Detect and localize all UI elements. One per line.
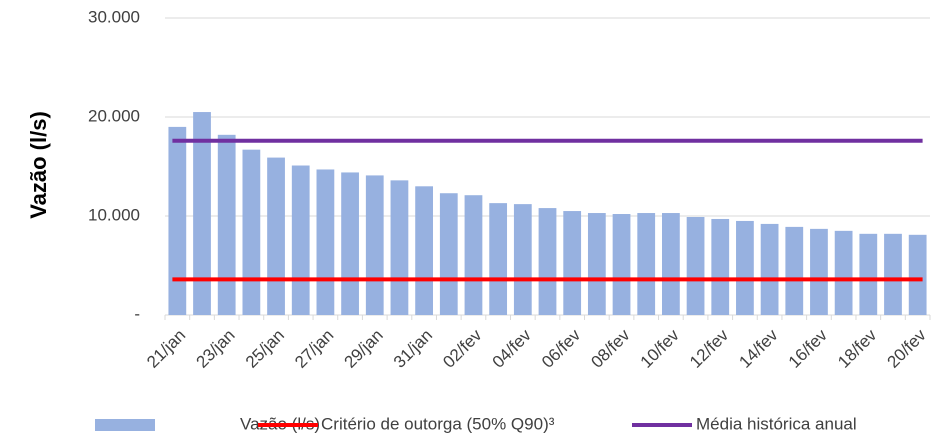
bar <box>538 208 557 315</box>
x-tick-label: 20/fev <box>883 325 930 372</box>
bar <box>637 213 656 315</box>
bar <box>365 175 384 315</box>
bar <box>168 126 187 316</box>
bar <box>439 193 458 315</box>
bar <box>415 186 433 315</box>
y-tick-label: 20.000 <box>88 106 140 125</box>
x-tick-label: 16/fev <box>785 325 832 372</box>
x-tick-label: 25/jan <box>242 326 288 372</box>
bar <box>810 228 828 315</box>
bar <box>193 112 211 315</box>
x-tick-label: 14/fev <box>735 325 782 372</box>
bar <box>834 230 853 315</box>
bar <box>884 233 902 315</box>
bar <box>563 211 582 315</box>
x-tick-label: 31/jan <box>390 326 436 372</box>
x-tick-label: 23/jan <box>192 326 238 372</box>
y-tick-label: - <box>134 304 140 323</box>
y-axis-title: Vazão (l/s) <box>26 111 51 219</box>
bar <box>908 234 927 315</box>
bar <box>612 214 631 315</box>
bar <box>760 223 779 315</box>
x-tick-label: 27/jan <box>291 326 337 372</box>
y-tick-label: 10.000 <box>88 205 140 224</box>
bar <box>785 226 804 315</box>
bar <box>736 220 754 315</box>
legend-label: Critério de outorga (50% Q90)³ <box>321 414 555 433</box>
bar <box>513 204 532 315</box>
bar <box>267 157 285 315</box>
bar <box>341 172 359 315</box>
x-tick-label: 06/fev <box>538 325 585 372</box>
x-tick-label: 04/fev <box>489 325 536 372</box>
x-tick-label: 08/fev <box>587 325 634 372</box>
legend-swatch <box>95 419 155 431</box>
x-tick-label: 18/fev <box>834 325 881 372</box>
bar <box>686 216 705 315</box>
bar <box>489 203 508 315</box>
bar <box>390 180 409 315</box>
x-tick-label: 02/fev <box>439 325 486 372</box>
bar <box>711 218 730 315</box>
bar <box>291 165 310 315</box>
bar <box>587 213 606 315</box>
x-tick-label: 12/fev <box>686 325 733 372</box>
y-tick-label: 30.000 <box>88 7 140 26</box>
bar <box>217 134 236 315</box>
bar <box>859 233 878 315</box>
bar <box>242 149 261 315</box>
x-tick-label: 21/jan <box>143 326 189 372</box>
x-tick-label: 10/fev <box>637 325 684 372</box>
x-tick-label: 29/jan <box>341 326 387 372</box>
bar <box>316 169 335 315</box>
bar <box>662 213 680 315</box>
bar <box>464 195 483 315</box>
legend-label: Média histórica anual <box>696 414 857 433</box>
